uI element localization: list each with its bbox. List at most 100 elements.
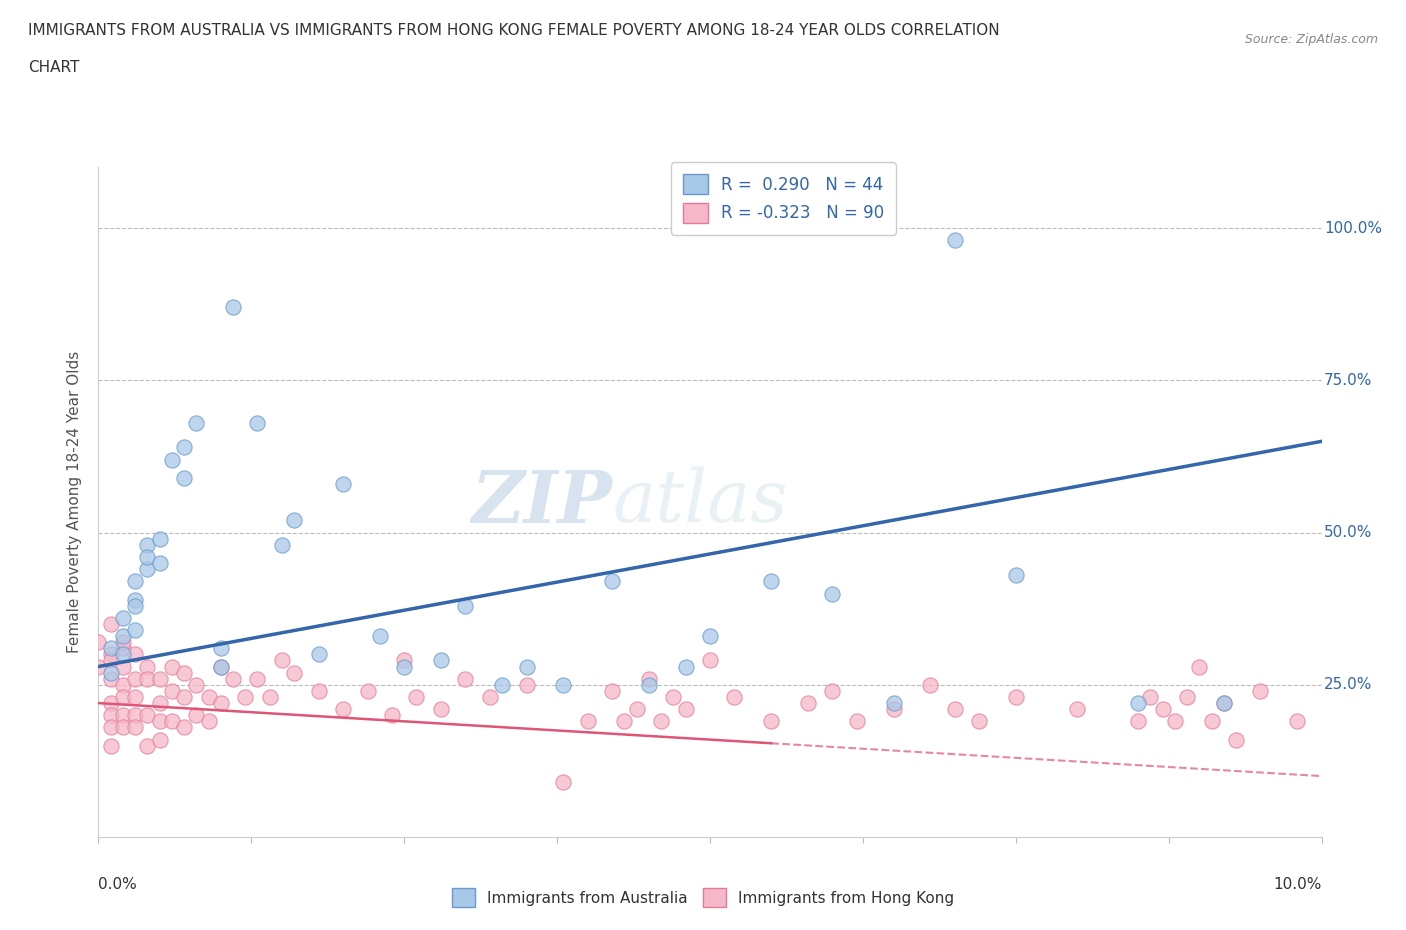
Point	[283, 665, 305, 680]
Point	[1175, 689, 1198, 704]
Point	[1164, 714, 1187, 729]
Point	[699, 629, 721, 644]
Point	[87, 635, 110, 650]
Point	[111, 629, 134, 644]
Point	[222, 300, 245, 315]
Text: 50.0%: 50.0%	[1324, 525, 1372, 540]
Point	[259, 689, 281, 704]
Point	[883, 696, 905, 711]
Point	[124, 671, 146, 686]
Text: ZIP: ZIP	[471, 467, 612, 538]
Point	[430, 702, 453, 717]
Point	[173, 665, 195, 680]
Point	[920, 677, 942, 692]
Point	[136, 538, 159, 552]
Point	[186, 677, 208, 692]
Point	[124, 689, 146, 704]
Point	[759, 574, 782, 589]
Point	[1212, 696, 1234, 711]
Text: 100.0%: 100.0%	[1324, 220, 1382, 236]
Point	[111, 610, 134, 625]
Point	[100, 671, 122, 686]
Y-axis label: Female Poverty Among 18-24 Year Olds: Female Poverty Among 18-24 Year Olds	[67, 352, 83, 654]
Point	[160, 659, 183, 674]
Point	[246, 671, 269, 686]
Point	[124, 574, 146, 589]
Point	[111, 689, 134, 704]
Point	[600, 574, 623, 589]
Point	[1066, 702, 1088, 717]
Point	[136, 671, 159, 686]
Point	[308, 647, 330, 662]
Point	[100, 738, 122, 753]
Point	[136, 562, 159, 577]
Text: IMMIGRANTS FROM AUSTRALIA VS IMMIGRANTS FROM HONG KONG FEMALE POVERTY AMONG 18-2: IMMIGRANTS FROM AUSTRALIA VS IMMIGRANTS …	[28, 23, 1000, 38]
Point	[1152, 702, 1174, 717]
Point	[637, 677, 661, 692]
Point	[222, 671, 245, 686]
Point	[1128, 696, 1150, 711]
Point	[662, 689, 685, 704]
Point	[1004, 689, 1026, 704]
Point	[392, 653, 416, 668]
Point	[197, 689, 219, 704]
Point	[209, 641, 232, 656]
Point	[87, 659, 110, 674]
Point	[650, 714, 672, 729]
Point	[233, 689, 256, 704]
Point	[1201, 714, 1223, 729]
Point	[1212, 696, 1234, 711]
Point	[173, 720, 195, 735]
Point	[149, 696, 172, 711]
Point	[124, 647, 146, 662]
Point	[100, 617, 122, 631]
Point	[173, 689, 195, 704]
Point	[149, 531, 172, 546]
Point	[246, 416, 269, 431]
Point	[943, 233, 966, 248]
Point	[368, 629, 391, 644]
Point	[797, 696, 820, 711]
Point	[1128, 714, 1150, 729]
Point	[356, 684, 378, 698]
Point	[723, 689, 745, 704]
Point	[124, 720, 146, 735]
Text: 25.0%: 25.0%	[1324, 677, 1372, 692]
Point	[405, 689, 427, 704]
Point	[111, 635, 134, 650]
Point	[100, 641, 122, 656]
Point	[1139, 689, 1161, 704]
Point	[430, 653, 453, 668]
Point	[967, 714, 990, 729]
Legend: Immigrants from Australia, Immigrants from Hong Kong: Immigrants from Australia, Immigrants fr…	[446, 883, 960, 913]
Point	[100, 653, 122, 668]
Point	[124, 708, 146, 723]
Point	[186, 416, 208, 431]
Text: 75.0%: 75.0%	[1324, 373, 1372, 388]
Point	[392, 659, 416, 674]
Point	[600, 684, 623, 698]
Point	[149, 555, 172, 570]
Text: atlas: atlas	[612, 467, 787, 538]
Point	[136, 738, 159, 753]
Point	[845, 714, 868, 729]
Point	[516, 677, 538, 692]
Point	[111, 708, 134, 723]
Point	[136, 659, 159, 674]
Point	[1225, 732, 1247, 747]
Point	[516, 659, 538, 674]
Point	[454, 671, 477, 686]
Point	[1004, 568, 1026, 583]
Point	[270, 653, 292, 668]
Point	[270, 538, 292, 552]
Point	[283, 513, 305, 528]
Point	[111, 720, 134, 735]
Point	[943, 702, 966, 717]
Point	[136, 708, 159, 723]
Text: Source: ZipAtlas.com: Source: ZipAtlas.com	[1244, 33, 1378, 46]
Point	[308, 684, 330, 698]
Point	[136, 550, 159, 565]
Point	[173, 440, 195, 455]
Point	[100, 696, 122, 711]
Point	[209, 696, 232, 711]
